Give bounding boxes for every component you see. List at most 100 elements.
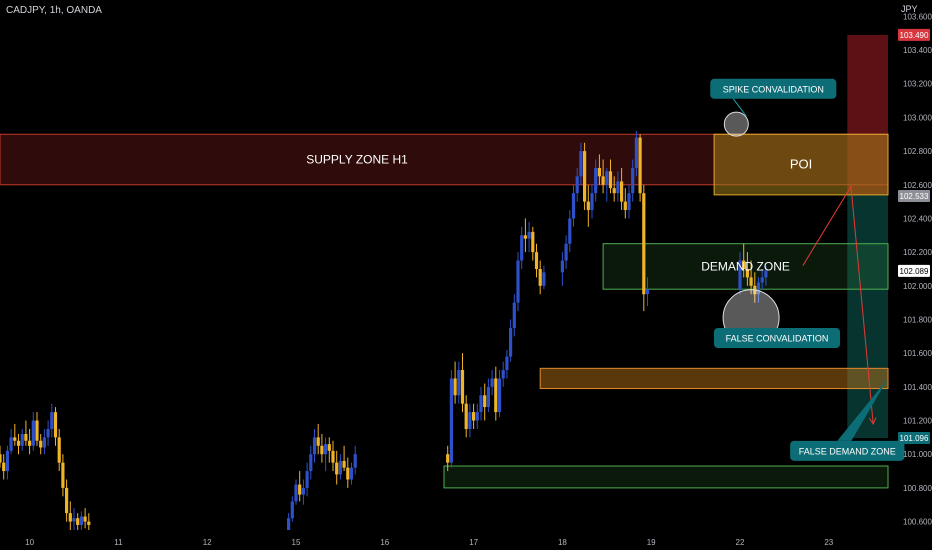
candle	[83, 508, 87, 529]
false-convalidation: FALSE CONVALIDATION	[713, 328, 841, 349]
y-tick-label: 101.600	[903, 349, 932, 358]
candle	[79, 511, 83, 530]
spike-circle	[723, 111, 749, 137]
false-demand-zone-label: FALSE DEMAND ZONE	[799, 446, 896, 456]
candle-body	[309, 454, 313, 472]
candle	[505, 349, 509, 379]
candle-body	[298, 484, 302, 495]
candle-body	[335, 462, 339, 475]
candle-body	[320, 445, 324, 455]
poi-zone-box	[713, 133, 889, 196]
candle-body	[756, 282, 761, 295]
y-tick-label: 100.600	[903, 518, 932, 527]
candle-body	[446, 454, 450, 463]
x-tick-label: 12	[203, 538, 212, 547]
callout-pointer	[837, 378, 888, 441]
candle	[53, 407, 58, 446]
candle-body	[457, 370, 461, 396]
candle	[305, 462, 309, 497]
candle	[9, 428, 13, 455]
x-tick-label: 10	[25, 538, 34, 547]
candle	[42, 428, 46, 455]
candle	[349, 462, 354, 485]
candle-body	[497, 378, 502, 413]
orange-zone	[539, 367, 889, 390]
candle-body	[505, 356, 509, 371]
candle-body	[494, 378, 498, 413]
candle	[634, 130, 638, 177]
candle-body	[449, 378, 453, 463]
projection-arrow	[802, 184, 874, 424]
candle	[575, 167, 579, 202]
candle	[523, 218, 527, 253]
candle-body	[353, 454, 357, 468]
x-tick-label: 17	[469, 538, 478, 547]
candle	[745, 252, 749, 286]
candle	[446, 445, 450, 472]
candle-body	[571, 193, 576, 219]
candle	[87, 513, 91, 530]
candle-body	[61, 462, 65, 488]
candle-body	[542, 272, 546, 286]
candle	[760, 268, 764, 290]
demand-zone	[602, 243, 889, 290]
lower-demand-zone	[443, 465, 889, 489]
candle-body	[331, 450, 335, 463]
candle-body	[294, 484, 298, 502]
y-tick-label: 101.200	[903, 417, 932, 426]
candle	[460, 353, 465, 413]
price-tag-label: 103.490	[900, 31, 929, 40]
candle-body	[327, 444, 331, 451]
candle	[749, 260, 753, 295]
candle	[531, 226, 535, 261]
candle-body	[560, 260, 564, 273]
candle	[324, 437, 328, 472]
candle	[608, 159, 613, 194]
candle-body	[590, 193, 594, 211]
candle-body	[301, 487, 305, 495]
candle	[475, 403, 479, 429]
orange-zone-box	[539, 367, 889, 390]
candle-body	[534, 252, 539, 269]
spike-convalidation-box	[710, 78, 837, 99]
candle	[597, 154, 601, 185]
demand-zone-box	[602, 243, 889, 290]
candle-body	[616, 181, 620, 194]
candle	[568, 210, 572, 253]
price-tag-box	[898, 432, 930, 445]
candle	[579, 142, 583, 185]
x-axis: 10 11 12 15 16 17 18 19 22 23	[25, 538, 834, 547]
candle-body	[642, 193, 646, 295]
candle-body	[31, 420, 35, 446]
price-tag-box	[898, 264, 930, 277]
candle-body	[527, 231, 531, 239]
candle	[65, 479, 69, 522]
candle-body	[745, 268, 749, 278]
candle	[335, 450, 339, 485]
candle-body	[76, 518, 80, 525]
candle	[287, 513, 291, 530]
candle	[338, 454, 342, 480]
candle	[468, 403, 472, 438]
candle	[479, 386, 483, 421]
candle	[327, 437, 331, 463]
candle	[301, 479, 305, 505]
candle-body	[501, 370, 505, 379]
candle	[764, 265, 768, 286]
candle-body	[490, 378, 494, 387]
candle	[2, 454, 6, 480]
candle	[612, 176, 616, 202]
candle-body	[72, 518, 76, 522]
candle	[353, 445, 357, 475]
candle	[39, 434, 43, 455]
stop-box	[847, 194, 888, 439]
candle-body	[35, 420, 39, 441]
candle-body	[531, 231, 535, 253]
y-tick-label: 102.000	[903, 282, 932, 291]
false-demand-zone: FALSE DEMAND ZONE	[790, 378, 905, 461]
candle	[509, 319, 513, 362]
candle-body	[638, 137, 642, 194]
candle	[68, 501, 72, 530]
candle-body	[605, 171, 609, 185]
